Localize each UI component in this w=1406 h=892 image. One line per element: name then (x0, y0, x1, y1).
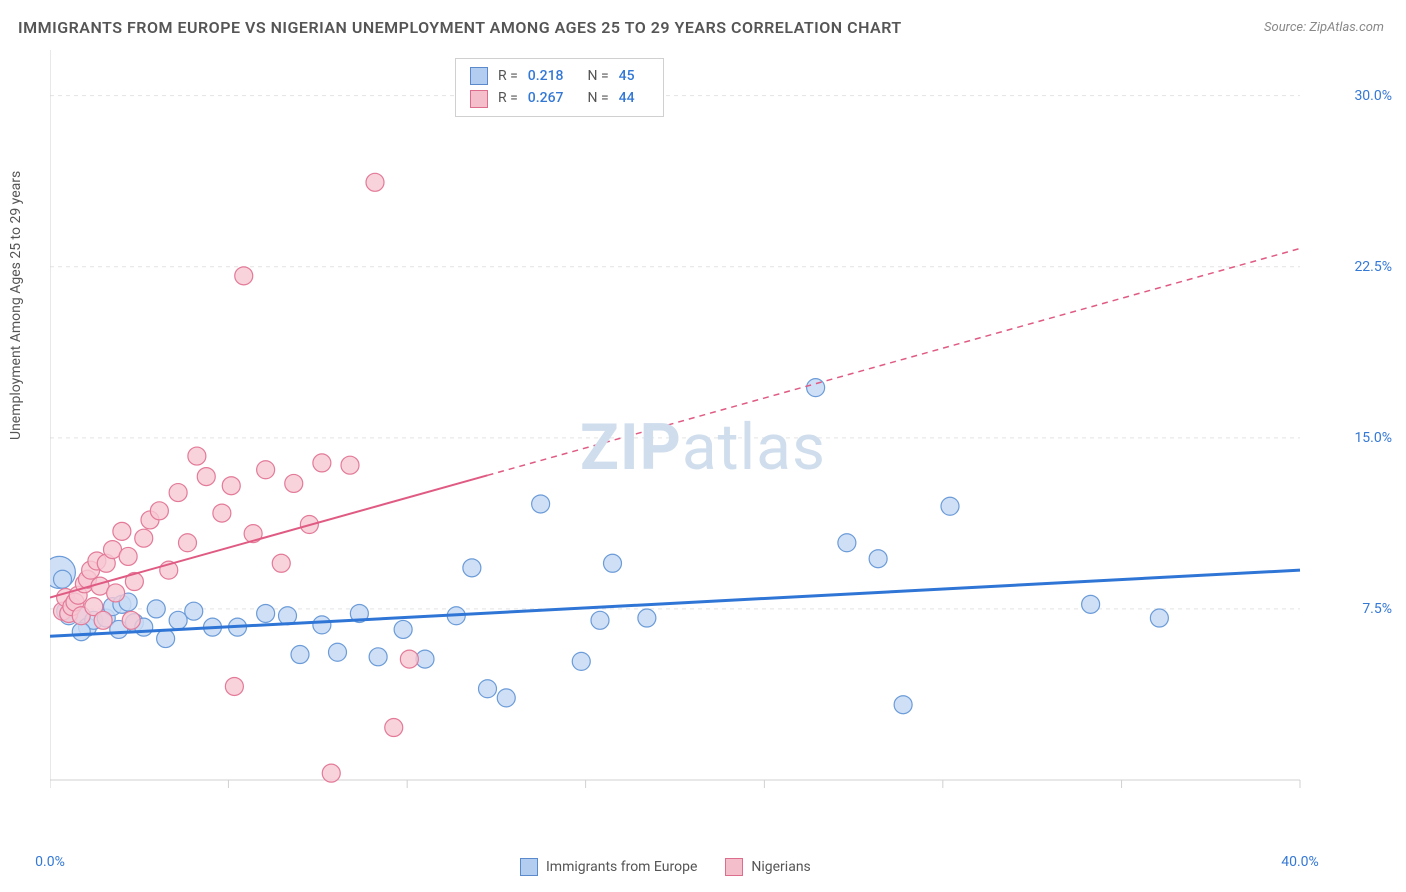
y-tick-label: 15.0% (1354, 430, 1392, 446)
legend-label-R: R = (498, 65, 518, 87)
scatter-plot-svg (50, 50, 1370, 830)
chart-title: IMMIGRANTS FROM EUROPE VS NIGERIAN UNEMP… (18, 18, 902, 37)
legend-value-R-2: 0.267 (528, 87, 564, 109)
legend-swatch-nigerians-bottom (725, 858, 743, 876)
legend-series-box: Immigrants from Europe Nigerians (520, 858, 811, 876)
legend-label-N: N = (588, 65, 609, 87)
legend-item-nigerians: Nigerians (725, 858, 810, 876)
legend-item-europe: Immigrants from Europe (520, 858, 697, 876)
x-tick-label: 40.0% (1281, 854, 1319, 870)
y-tick-label: 30.0% (1354, 88, 1392, 104)
source-attribution: Source: ZipAtlas.com (1264, 20, 1384, 35)
chart-area (50, 50, 1370, 830)
y-axis-label: Unemployment Among Ages 25 to 29 years (8, 171, 24, 440)
y-tick-label: 7.5% (1362, 601, 1392, 617)
legend-stats-box: R = 0.218 N = 45 R = 0.267 N = 44 (455, 58, 664, 117)
legend-label-N: N = (588, 87, 609, 109)
legend-label-europe: Immigrants from Europe (546, 859, 697, 875)
y-tick-label: 22.5% (1354, 259, 1392, 275)
legend-value-N-2: 44 (619, 87, 635, 109)
legend-value-R-1: 0.218 (528, 65, 564, 87)
legend-swatch-nigerians (470, 90, 488, 108)
x-tick-label: 0.0% (35, 854, 65, 870)
legend-label-nigerians: Nigerians (751, 859, 810, 875)
legend-swatch-europe (470, 67, 488, 85)
legend-stats-row-2: R = 0.267 N = 44 (470, 87, 649, 109)
legend-stats-row-1: R = 0.218 N = 45 (470, 65, 649, 87)
legend-swatch-europe-bottom (520, 858, 538, 876)
legend-value-N-1: 45 (619, 65, 635, 87)
legend-label-R: R = (498, 87, 518, 109)
